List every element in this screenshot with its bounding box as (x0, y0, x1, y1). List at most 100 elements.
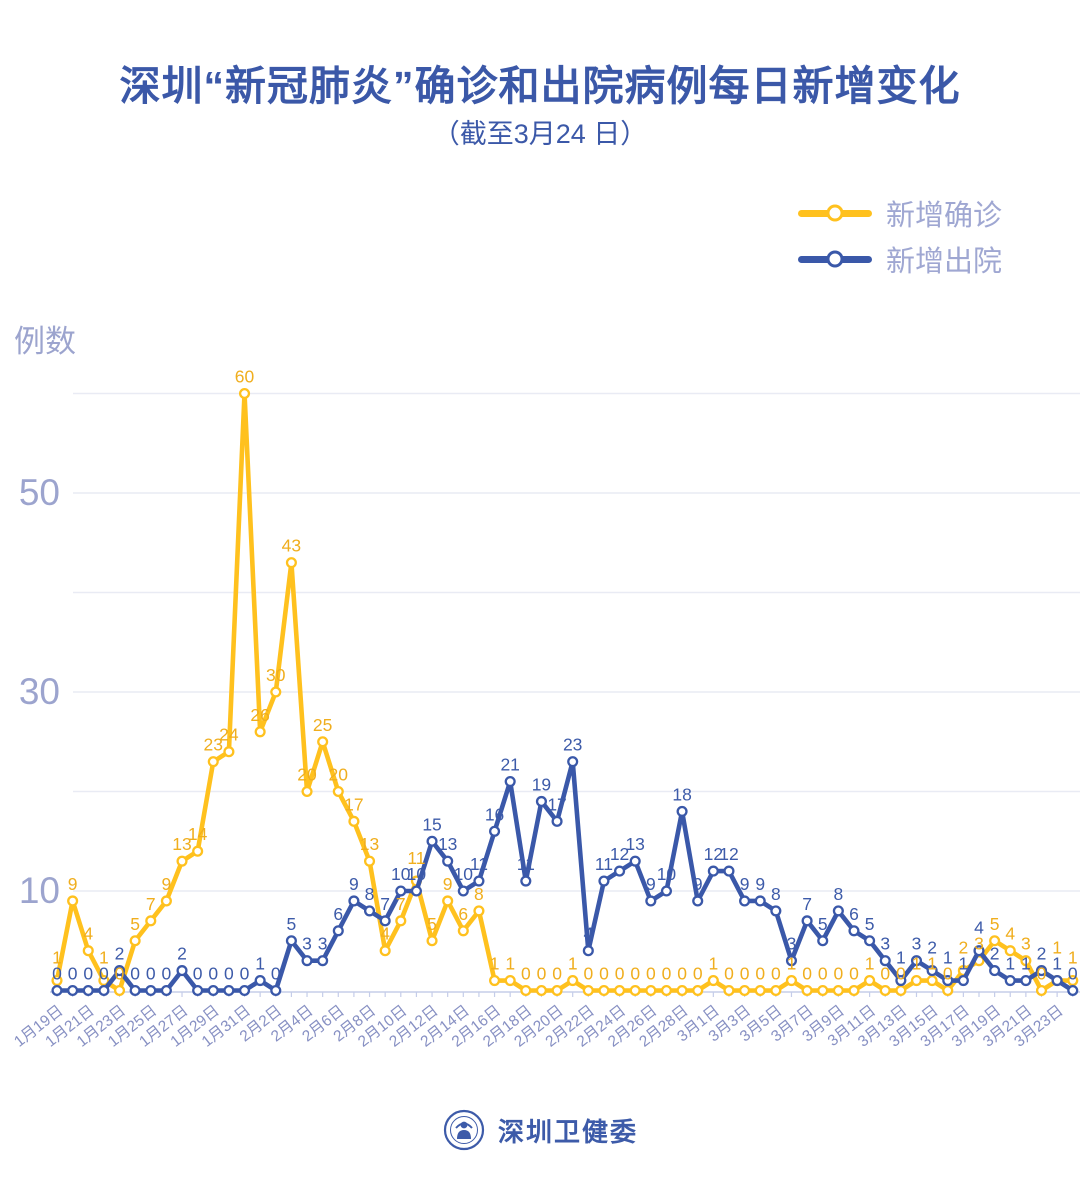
svg-text:1: 1 (1052, 954, 1062, 974)
svg-text:0: 0 (193, 964, 203, 984)
svg-text:9: 9 (755, 874, 765, 894)
svg-text:10: 10 (391, 864, 411, 884)
svg-text:1: 1 (52, 948, 62, 968)
svg-text:0: 0 (880, 964, 890, 984)
svg-text:1: 1 (255, 954, 265, 974)
svg-text:2: 2 (1037, 944, 1047, 964)
svg-text:23: 23 (563, 735, 582, 755)
svg-text:1: 1 (708, 954, 718, 974)
svg-text:1: 1 (1052, 938, 1062, 958)
svg-text:15: 15 (422, 814, 441, 834)
svg-text:0: 0 (755, 964, 765, 984)
chart-title: 深圳“新冠肺炎”确诊和出院病例每日新增变化 (119, 63, 961, 109)
svg-text:0: 0 (896, 964, 906, 984)
svg-text:14: 14 (188, 824, 208, 844)
legend-label-discharged: 新增出院 (885, 246, 1002, 278)
footer: 深圳卫健委 (0, 1108, 1080, 1152)
svg-text:0: 0 (208, 964, 218, 984)
svg-text:0: 0 (630, 964, 640, 984)
svg-text:0: 0 (724, 964, 734, 984)
svg-text:13: 13 (360, 834, 379, 854)
svg-text:50: 50 (19, 472, 60, 513)
svg-text:0: 0 (615, 964, 625, 984)
svg-text:9: 9 (162, 874, 172, 894)
svg-text:10: 10 (454, 864, 474, 884)
svg-text:0: 0 (224, 964, 234, 984)
svg-text:10: 10 (407, 864, 427, 884)
svg-text:60: 60 (235, 367, 255, 387)
svg-text:8: 8 (771, 884, 781, 904)
svg-text:0: 0 (740, 964, 750, 984)
line-chart: 1030501月19日1月21日1月23日1月25日1月27日1月29日1月31… (11, 367, 1080, 1051)
round-seal-logo-icon (443, 1109, 485, 1151)
svg-text:2: 2 (958, 938, 968, 958)
svg-text:1: 1 (1021, 954, 1031, 974)
svg-text:12: 12 (610, 844, 629, 864)
svg-text:3: 3 (974, 934, 984, 954)
svg-text:9: 9 (646, 874, 656, 894)
svg-text:1: 1 (896, 948, 906, 968)
legend-marker-confirmed (826, 204, 844, 222)
svg-text:0: 0 (583, 964, 593, 984)
svg-text:1: 1 (927, 954, 937, 974)
svg-text:0: 0 (146, 964, 156, 984)
legend-item-confirmed[interactable]: 新增确诊 (797, 196, 1002, 232)
svg-text:5: 5 (865, 914, 875, 934)
svg-text:13: 13 (172, 834, 191, 854)
svg-text:0: 0 (240, 964, 250, 984)
svg-text:1: 1 (958, 954, 968, 974)
svg-text:7: 7 (146, 894, 156, 914)
svg-text:4: 4 (974, 918, 984, 938)
svg-text:0: 0 (693, 964, 703, 984)
legend-item-discharged[interactable]: 新增出院 (797, 242, 1002, 278)
svg-text:3: 3 (787, 934, 797, 954)
svg-text:7: 7 (802, 894, 812, 914)
svg-text:0: 0 (521, 964, 531, 984)
svg-text:1: 1 (568, 954, 578, 974)
svg-text:5: 5 (990, 914, 1000, 934)
svg-text:8: 8 (365, 884, 375, 904)
svg-text:5: 5 (287, 914, 297, 934)
svg-text:5: 5 (427, 914, 437, 934)
svg-text:1: 1 (1068, 948, 1078, 968)
svg-text:1: 1 (912, 954, 922, 974)
svg-text:0: 0 (52, 964, 62, 984)
legend-marker-discharged (826, 250, 844, 268)
legend: 新增确诊 新增出院 (797, 196, 1002, 288)
svg-text:20: 20 (297, 765, 317, 785)
y-axis-unit-label: 例数 (14, 324, 76, 359)
svg-text:21: 21 (500, 755, 519, 775)
svg-text:10: 10 (19, 870, 60, 911)
svg-text:4: 4 (83, 924, 93, 944)
svg-text:0: 0 (68, 964, 78, 984)
svg-text:11: 11 (517, 854, 535, 874)
svg-text:7: 7 (380, 894, 390, 914)
svg-text:6: 6 (333, 904, 343, 924)
svg-text:10: 10 (657, 864, 677, 884)
svg-text:0: 0 (599, 964, 609, 984)
svg-text:8: 8 (474, 884, 484, 904)
svg-text:0: 0 (833, 964, 843, 984)
chart-subtitle: （截至3月24 日） (432, 119, 648, 149)
svg-text:0: 0 (818, 964, 828, 984)
svg-text:17: 17 (344, 794, 363, 814)
svg-text:17: 17 (547, 794, 566, 814)
svg-text:0: 0 (130, 964, 140, 984)
svg-text:11: 11 (407, 848, 425, 868)
svg-text:20: 20 (329, 765, 349, 785)
svg-text:26: 26 (250, 705, 269, 725)
svg-text:0: 0 (849, 964, 859, 984)
svg-text:4: 4 (1005, 924, 1015, 944)
svg-text:0: 0 (162, 964, 172, 984)
svg-text:2: 2 (927, 938, 937, 958)
svg-text:3: 3 (880, 934, 890, 954)
svg-text:18: 18 (672, 784, 691, 804)
org-name: 深圳卫健委 (497, 1116, 638, 1147)
svg-text:11: 11 (470, 854, 488, 874)
svg-text:0: 0 (771, 964, 781, 984)
svg-text:5: 5 (130, 914, 140, 934)
legend-label-confirmed: 新增确诊 (885, 200, 1002, 232)
svg-text:19: 19 (532, 774, 551, 794)
svg-text:0: 0 (1037, 964, 1047, 984)
svg-text:3: 3 (302, 934, 312, 954)
